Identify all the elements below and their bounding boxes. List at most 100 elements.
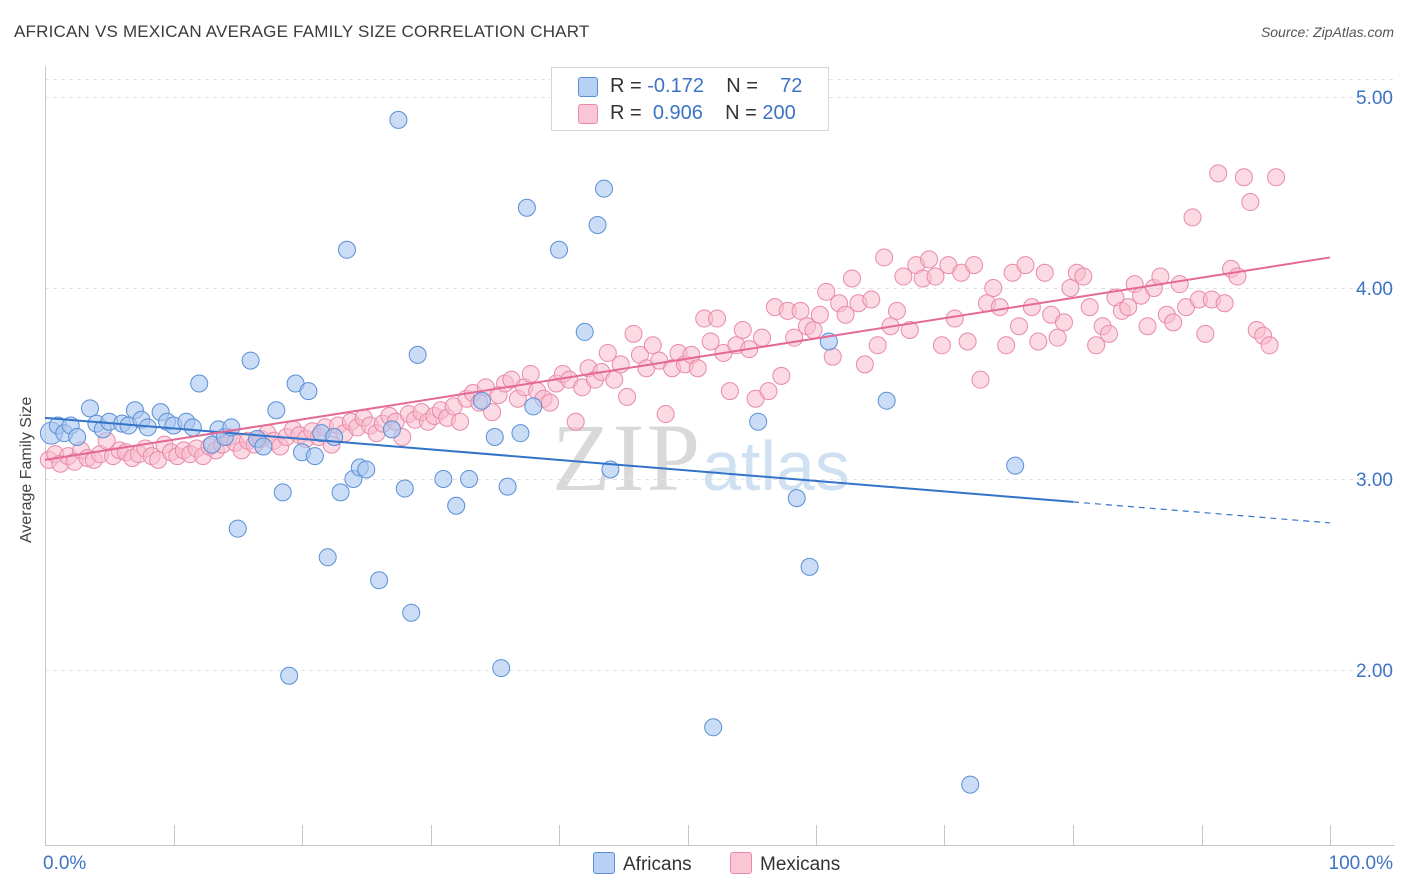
mexicans-point xyxy=(1010,317,1029,336)
mexicans-point xyxy=(708,309,727,328)
africans-point xyxy=(485,427,504,446)
bottom-legend-mexicans: Mexicans xyxy=(730,852,840,876)
tick-labels: 2.00 3.00 4.00 5.00 0.0% 100.0% xyxy=(43,88,1393,874)
mexicans-point xyxy=(990,298,1009,317)
mexicans-point xyxy=(618,387,637,406)
mexicans-point xyxy=(862,290,881,309)
africans-point xyxy=(318,548,337,567)
mexicans-point xyxy=(1267,168,1286,187)
africans-point xyxy=(749,412,768,431)
africans-point xyxy=(280,666,299,685)
chart-title: AFRICAN VS MEXICAN AVERAGE FAMILY SIZE C… xyxy=(14,22,590,41)
mexicans-point xyxy=(791,301,810,320)
mexicans-point xyxy=(1170,275,1189,294)
africans-r-label: R = xyxy=(610,75,648,97)
mexicans-point xyxy=(894,267,913,286)
africans-point xyxy=(787,489,806,508)
mexicans-point xyxy=(1209,164,1228,183)
mexicans-point xyxy=(1183,208,1202,227)
x-tick-label: 100.0% xyxy=(1329,853,1394,874)
africans-point xyxy=(550,240,568,259)
mexicans-point xyxy=(1164,313,1183,332)
mexicans-point xyxy=(810,305,829,324)
mexicans-point xyxy=(1061,279,1080,297)
africans-n-value: 72 xyxy=(780,75,803,97)
mexicans-point xyxy=(1048,328,1067,347)
africans-point xyxy=(370,571,389,590)
africans-point xyxy=(877,391,896,410)
mexicans-point xyxy=(688,359,707,378)
mexicans-point xyxy=(1196,324,1215,343)
mexicans-point xyxy=(451,412,470,431)
africans-point xyxy=(382,420,401,439)
mexicans-point xyxy=(1055,313,1074,332)
africans-point xyxy=(228,519,247,538)
watermark: ZIPatlas xyxy=(552,402,850,513)
mexicans-point xyxy=(965,256,984,275)
mexicans-point xyxy=(1099,324,1118,343)
mexicans-point xyxy=(855,355,874,374)
mexicans-point xyxy=(701,332,720,351)
mexicans-point xyxy=(958,332,977,351)
y-tick-label: 5.00 xyxy=(1356,88,1393,109)
y-tick-label: 4.00 xyxy=(1356,279,1393,300)
mexicans-point xyxy=(541,393,560,412)
mexicans-point xyxy=(926,267,945,286)
watermark-atlas: atlas xyxy=(702,427,850,505)
africans-trend-extension xyxy=(1072,501,1331,524)
x-tick-label: 0.0% xyxy=(43,853,86,874)
mexicans-point xyxy=(1029,332,1048,351)
mexicans-point xyxy=(804,321,823,340)
mexicans-point xyxy=(932,336,951,355)
mexicans-point xyxy=(483,403,502,422)
africans-point xyxy=(68,427,87,446)
mexicans-point xyxy=(566,412,585,431)
mexicans-r-label: R = xyxy=(610,102,648,124)
africans-legend-label: Africans xyxy=(623,854,692,875)
africans-points xyxy=(39,110,1025,794)
africans-point xyxy=(588,215,607,234)
mexicans-trend-line xyxy=(44,256,1331,461)
mexicans-point xyxy=(1138,317,1157,336)
africans-point xyxy=(492,659,511,678)
grid-lines xyxy=(45,79,1395,671)
mexicans-point xyxy=(1234,168,1253,187)
africans-point xyxy=(594,179,613,198)
mexicans-point xyxy=(875,248,894,267)
africans-point xyxy=(704,718,723,737)
mexicans-point xyxy=(720,382,739,401)
africans-swatch xyxy=(578,77,598,97)
mexicans-point xyxy=(984,279,1003,297)
africans-point xyxy=(1006,456,1025,475)
mexicans-r-value: 0.906 xyxy=(652,102,703,124)
mexicans-point xyxy=(1080,298,1099,317)
y-tick-label: 3.00 xyxy=(1356,470,1393,491)
africans-point xyxy=(299,382,318,401)
africans-trend-line xyxy=(44,416,1074,503)
mexicans-point xyxy=(945,309,964,328)
mexicans-point xyxy=(605,370,624,389)
africans-point xyxy=(961,775,980,794)
mexicans-point xyxy=(1087,336,1106,355)
mexicans-point xyxy=(1035,263,1054,282)
africans-point xyxy=(434,470,453,488)
mexicans-point xyxy=(842,269,861,288)
africans-point xyxy=(395,479,414,498)
mexicans-point xyxy=(971,370,990,389)
africans-legend-swatch xyxy=(593,852,615,874)
africans-point xyxy=(190,374,209,393)
y-tick-label: 2.00 xyxy=(1356,661,1393,682)
mexicans-point xyxy=(1260,336,1279,355)
africans-point xyxy=(331,483,350,502)
africans-point xyxy=(305,447,324,466)
mexicans-point xyxy=(643,336,662,355)
mexicans-point xyxy=(823,347,842,366)
correlation-legend: R = -0.172 N = 72 R = 0.906 N = 200 xyxy=(551,67,829,131)
mexicans-point xyxy=(1119,298,1138,317)
mexicans-n-value: 200 xyxy=(762,102,796,124)
africans-point xyxy=(447,496,466,515)
bottom-legend-africans: Africans xyxy=(593,852,692,876)
mexicans-point xyxy=(1215,294,1234,313)
mexicans-point xyxy=(759,382,778,401)
